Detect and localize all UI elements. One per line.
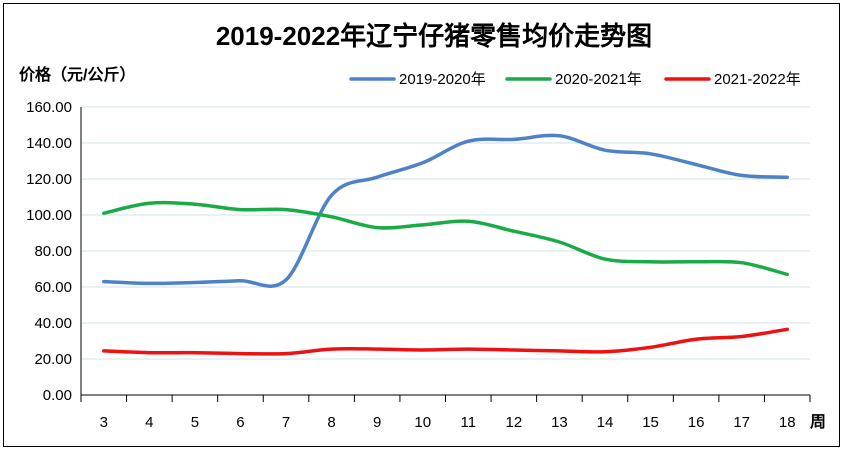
x-tick-label: 15 bbox=[642, 414, 659, 431]
x-tick-label: 3 bbox=[100, 414, 108, 431]
x-tick-label: 13 bbox=[551, 414, 568, 431]
y-tick-label: 60.00 bbox=[34, 279, 72, 296]
x-tick-label: 7 bbox=[282, 414, 290, 431]
x-tick-label: 6 bbox=[236, 414, 244, 431]
series-line-1 bbox=[104, 135, 787, 286]
y-tick-label: 160.00 bbox=[26, 99, 72, 116]
x-tick-label: 9 bbox=[373, 414, 381, 431]
legend-label: 2021-2022年 bbox=[714, 71, 801, 88]
y-tick-label: 20.00 bbox=[34, 351, 72, 368]
legend-label: 2019-2020年 bbox=[399, 71, 486, 88]
x-tick-label: 14 bbox=[597, 414, 614, 431]
y-tick-label: 40.00 bbox=[34, 315, 72, 332]
y-tick-labels: 0.00 20.00 40.00 60.00 80.00 100.00 120.00 140.… bbox=[26, 99, 72, 404]
x-tick-label: 4 bbox=[145, 414, 153, 431]
x-tick-label: 12 bbox=[506, 414, 523, 431]
x-tick-label: 5 bbox=[191, 414, 199, 431]
legend: 2019-2020年 2020-2021年 2021-2022年 bbox=[351, 71, 801, 88]
legend-label: 2020-2021年 bbox=[555, 71, 642, 88]
y-tick-label: 140.00 bbox=[26, 135, 72, 152]
y-axis-label: 价格（元/公斤） bbox=[19, 65, 135, 84]
series-lines bbox=[104, 135, 788, 354]
y-tick-label: 80.00 bbox=[34, 243, 72, 260]
gridlines bbox=[81, 107, 810, 359]
x-tick-labels: 3 4 5 6 7 8 9 10 11 12 13 14 15 16 17 18 bbox=[100, 414, 796, 431]
x-tick-label: 17 bbox=[733, 414, 750, 431]
x-axis-label: 周 bbox=[810, 413, 826, 431]
y-tick-label: 0.00 bbox=[43, 387, 72, 404]
chart-title: 2019-2022年辽宁仔猪零售均价走势图 bbox=[216, 21, 652, 51]
series-line-3 bbox=[104, 329, 787, 354]
x-tick-label: 11 bbox=[460, 414, 476, 431]
y-tick-label: 120.00 bbox=[26, 171, 72, 188]
x-tick-label: 8 bbox=[327, 414, 335, 431]
x-tick-label: 16 bbox=[688, 414, 705, 431]
x-tick-label: 10 bbox=[414, 414, 431, 431]
series-line-2 bbox=[104, 203, 787, 275]
x-tick-label: 18 bbox=[779, 414, 796, 431]
chart-frame: 2019-2022年辽宁仔猪零售均价走势图 价格（元/公斤） 周 0.00 20.… bbox=[3, 3, 840, 447]
y-tick-label: 100.00 bbox=[26, 207, 72, 224]
chart-svg: 2019-2022年辽宁仔猪零售均价走势图 价格（元/公斤） 周 0.00 20.… bbox=[4, 4, 841, 448]
